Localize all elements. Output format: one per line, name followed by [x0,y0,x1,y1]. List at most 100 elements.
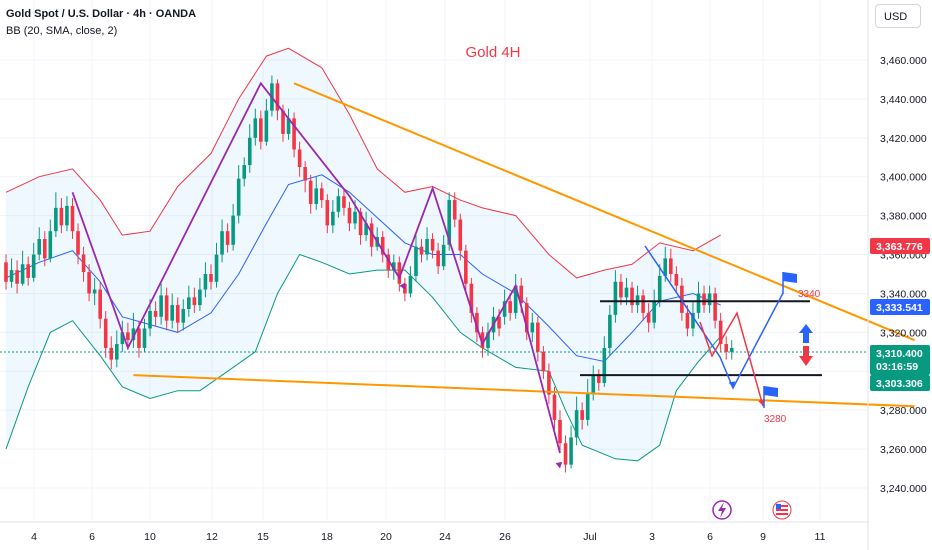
projection-path-red [699,311,764,407]
price-tag-last-text: 03:16:59 [876,361,918,373]
candle-body [103,318,108,348]
time-tick-label: 6 [89,531,95,543]
candle-body [441,244,446,267]
price-tick-label: 3,460.000 [880,55,927,67]
candle-body [126,332,130,341]
candle-body [231,215,235,245]
symbol-title: Gold Spot / U.S. Dollar · 4h · OANDA [6,8,197,20]
candle-body [236,178,241,216]
candle-body [87,272,91,294]
time-tick-label: 24 [439,531,451,543]
currency-button[interactable]: USD [875,4,921,28]
candle-body [591,375,596,393]
candle-body [580,410,584,420]
time-tick-label: 26 [499,531,511,543]
candle-body [42,238,47,259]
candle-body [663,258,668,276]
candle-body [392,262,396,271]
us-flag-icon[interactable] [772,500,792,520]
arrow-up-shape [799,324,813,343]
candle-body [336,196,341,212]
candle-body [220,231,224,255]
candle-body [286,118,291,134]
candle-body [713,293,717,321]
candle-body [342,196,346,208]
bollinger-lower-line [5,253,722,462]
candle-body [430,238,435,251]
price-axis[interactable]: 3,240.0003,260.0003,280.0003,300.0003,32… [867,0,927,550]
time-tick-label: 3 [649,531,655,543]
price-tick-label: 3,340.000 [880,288,927,300]
candle-body [20,264,25,284]
candle-body [92,289,97,294]
candle-body [729,347,734,352]
candle-body [691,312,695,329]
candle-body [358,211,363,236]
flag-cloth [764,386,778,397]
price-tick-label: 3,240.000 [880,483,927,495]
candle-body [397,262,402,284]
candle-body [613,281,618,315]
candle-body [469,283,474,313]
price-tick-label: 3,380.000 [880,211,927,223]
candle-body [419,246,424,255]
candle-body [619,281,623,298]
lightning-icon[interactable] [712,500,732,520]
candle-body [641,295,645,313]
candle-body [524,303,529,333]
candle-body [48,231,53,259]
elliott-wave-path [71,81,561,454]
candle-body [536,322,540,352]
candle-body [37,238,42,255]
candle-body [247,137,252,166]
candle-body [120,332,125,345]
flag-icon [763,386,778,408]
candle-body [198,289,202,306]
target-label-low: 3280 [764,414,787,425]
candle-body [209,274,213,282]
projection-path-blue [644,245,784,390]
candle-body [225,231,230,245]
candle-body [530,322,535,333]
candle-body [153,310,158,317]
price-tick-label: 3,420.000 [880,133,927,145]
candle-body [574,410,579,438]
indicator-label[interactable]: BB (20, SMA, close, 2) [6,25,118,37]
candle-body [131,328,136,341]
candle-body [26,264,30,278]
time-tick-label: 20 [380,531,392,543]
price-tag-upper-bg [870,238,930,254]
candle-body [331,211,335,226]
candle-body [148,310,152,329]
candle-body [480,332,485,348]
candle-body [98,289,102,319]
price-tag-last-text: 3,310.400 [876,348,923,360]
candle-body [76,231,80,255]
price-tick-label: 3,400.000 [880,172,927,184]
candle-body [253,118,258,138]
time-axis[interactable]: 4 6 10 12 15 18 20 24 26 Jul 3 6 9 11 [0,521,868,543]
candle-body [9,270,14,282]
candle-body [264,110,269,142]
projection-arrow-head [758,399,765,406]
arrow-down-shape [799,346,813,366]
candle-body [65,205,69,226]
candle-body [447,200,451,245]
time-tick-label: 6 [707,531,713,543]
candle-body [624,287,629,298]
candle-body [452,200,457,220]
candle-body [724,344,728,352]
candle-body [297,149,302,167]
candle-body [364,223,368,236]
price-tick-label: 3,260.000 [880,444,927,456]
target-label-high: 3340 [798,289,821,300]
candle-body [70,205,75,232]
candle-body [281,110,285,134]
price-tag-middle-bg [870,299,930,315]
candle-body [486,332,490,348]
candle-body [508,301,512,313]
candle-body [109,347,114,360]
candle-body [319,188,324,201]
